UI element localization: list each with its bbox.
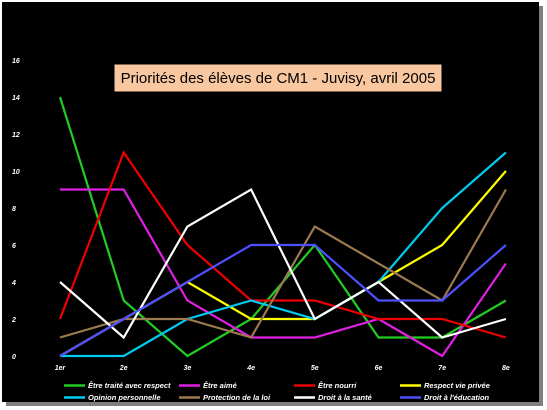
y-tick-label: 4 — [11, 280, 16, 287]
chart-title-text: Priorités des élèves de CM1 - Juvisy, av… — [121, 70, 436, 87]
y-tick-label: 8 — [12, 206, 16, 213]
series-line-3 — [58, 150, 507, 339]
slide-background: 0 2 4 6 8 10 12 14 16 1er 2e 3e 4e 5e 6e 7e 8e Priorité… — [2, 2, 539, 402]
y-tick-label: 16 — [12, 58, 20, 65]
series-lines — [58, 96, 507, 358]
x-tick-label: 2e — [119, 365, 128, 372]
series-line-4 — [59, 170, 507, 357]
series-line-5 — [60, 151, 507, 358]
y-tick-label: 6 — [12, 243, 16, 250]
y-tick-label: 2 — [11, 317, 16, 324]
legend-label: Droit à l'éducation — [424, 393, 490, 402]
chart-title: Priorités des élèves de CM1 - Juvisy, av… — [113, 63, 443, 93]
y-tick-label: 10 — [12, 169, 20, 176]
legend-label: Respect vie privée — [424, 381, 490, 390]
legend-label: Être nourri — [318, 381, 357, 390]
x-tick-label: 4e — [246, 365, 255, 372]
x-axis-ticks: 1er 2e 3e 4e 5e 6e 7e 8e — [55, 365, 510, 372]
legend-label: Droit à la santé — [318, 393, 372, 402]
x-tick-label: 5e — [311, 365, 319, 372]
legend: Être traité avec respect Être aimé Être no… — [64, 381, 490, 402]
x-tick-label: 3e — [184, 365, 192, 372]
y-tick-label: 14 — [12, 95, 20, 102]
y-tick-label: 12 — [12, 132, 20, 139]
x-tick-label: 8e — [502, 365, 510, 372]
y-tick-label: 0 — [12, 354, 16, 361]
chart-title-box — [113, 63, 443, 93]
legend-label: Opinion personnelle — [88, 393, 161, 402]
series-line-8 — [59, 243, 507, 357]
series-line-2 — [60, 188, 507, 358]
x-tick-label: 1er — [55, 365, 67, 372]
legend-label: Être traité avec respect — [88, 381, 171, 390]
legend-label: Être aimé — [203, 381, 237, 390]
x-tick-label: 7e — [438, 365, 446, 372]
legend-label: Protection de la loi — [203, 393, 271, 402]
x-tick-label: 6e — [375, 365, 383, 372]
y-axis-ticks: 0 2 4 6 8 10 12 14 16 — [11, 58, 20, 361]
series-line-7 — [59, 187, 507, 340]
line-chart: 0 2 4 6 8 10 12 14 16 1er 2e 3e 4e 5e 6e 7e 8e Priorité… — [11, 58, 510, 402]
